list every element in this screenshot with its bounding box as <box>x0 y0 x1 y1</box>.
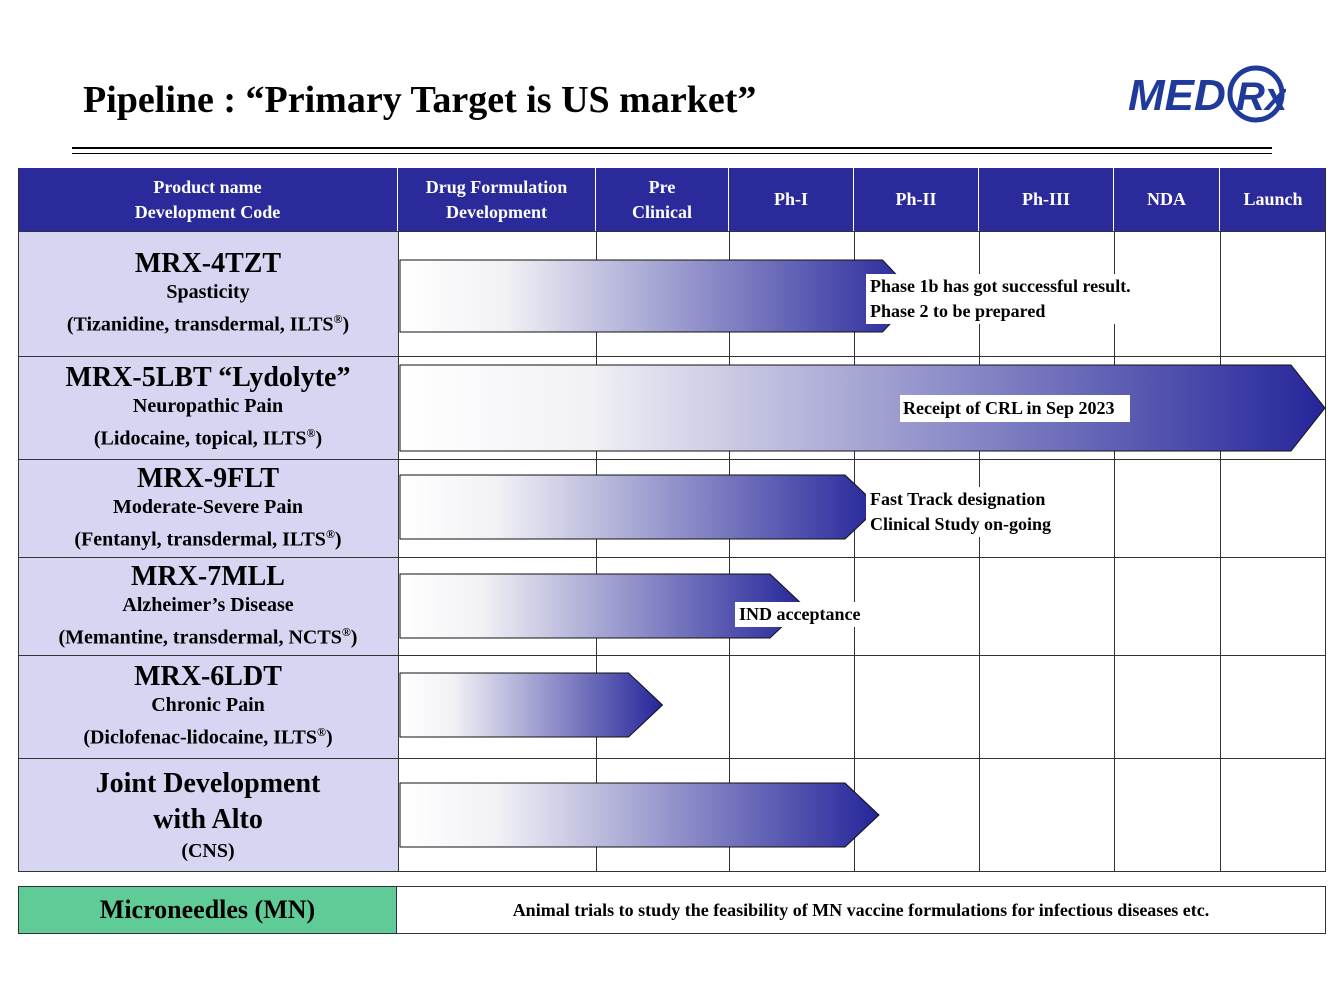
product-row-5: MRX-6LDT Chronic Pain (Diclofenac-lidoca… <box>18 655 399 758</box>
header-pre-line1: Pre <box>648 176 676 197</box>
arrow-joint-alto <box>399 782 880 848</box>
product-drug: (Lidocaine, topical, ILTS®) <box>93 426 323 450</box>
microneedles-label: Microneedles (MN) <box>19 887 397 933</box>
header-pre-clinical: Pre Clinical <box>596 168 729 231</box>
product-indication: Spasticity <box>166 281 250 304</box>
grid-line <box>854 231 855 872</box>
product-indication: Neuropathic Pain <box>132 395 284 418</box>
header-drug-line1: Drug Formulation <box>425 176 568 197</box>
grid-line <box>596 231 597 872</box>
header-ph1: Ph-I <box>729 168 854 231</box>
microneedles-row: Microneedles (MN) Animal trials to study… <box>18 886 1326 934</box>
product-drug: (Memantine, transdermal, NCTS®) <box>58 624 358 649</box>
product-row-4: MRX-7MLL Alzheimer’s Disease (Memantine,… <box>18 557 399 655</box>
title-rule-thin <box>72 153 1272 154</box>
product-name: MRX-5LBT “Lydolyte” <box>65 362 351 394</box>
arrow-mrx-4tzt <box>399 259 918 333</box>
header-product: Product name Development Code <box>18 168 398 231</box>
header-ph3: Ph-III <box>979 168 1114 231</box>
grid-line <box>398 459 1326 460</box>
product-drug: (Tizanidine, transdermal, ILTS®) <box>66 312 350 336</box>
medrx-logo: MED Rx <box>1128 65 1286 123</box>
grid-line <box>398 758 1326 759</box>
pipeline-table: Product name Development Code Drug Formul… <box>18 168 1326 872</box>
grid-line <box>979 231 980 872</box>
header-product-line2: Development Code <box>134 201 281 222</box>
header-nda: NDA <box>1114 168 1220 231</box>
arrow-mrx-5lbt <box>399 364 1326 452</box>
arrow-mrx-6ldt <box>399 672 664 738</box>
product-row-2: MRX-5LBT “Lydolyte” Neuropathic Pain (Li… <box>18 356 399 459</box>
header-drug-line2: Development <box>446 201 547 222</box>
product-indication: Chronic Pain <box>151 694 265 717</box>
product-row-1: MRX-4TZT Spasticity (Tizanidine, transde… <box>18 231 399 356</box>
header-pre-line2: Clinical <box>631 201 692 222</box>
progress-arrows <box>399 259 1326 848</box>
grid-line <box>18 168 19 872</box>
product-name: Joint Development <box>95 767 321 799</box>
logo-text: MED <box>1128 71 1226 120</box>
note-row-1: Phase 1b has got successful result. Phase… <box>866 274 1135 324</box>
product-indication: Moderate-Severe Pain <box>112 495 304 518</box>
header-launch: Launch <box>1220 168 1326 231</box>
grid-line <box>1325 168 1326 872</box>
product-drug: (Diclofenac-lidocaine, ILTS®) <box>83 725 333 749</box>
grid-line <box>398 356 1326 357</box>
arrow-mrx-9flt <box>399 474 880 540</box>
product-drug: (Fentanyl, transdermal, ILTS®) <box>74 526 342 551</box>
note-row-3: Fast Track designation Clinical Study on-… <box>866 487 1056 537</box>
grid-line <box>398 231 1326 232</box>
header-ph2: Ph-II <box>854 168 979 231</box>
page-title: Pipeline : “Primary Target is US market” <box>83 79 757 121</box>
grid-line <box>1220 231 1221 872</box>
product-row-6: Joint Development with Alto (CNS) <box>18 758 399 872</box>
grid-line <box>398 655 1326 656</box>
header-product-line1: Product name <box>153 176 262 197</box>
grid-line <box>1114 231 1115 872</box>
header-drug-formulation: Drug Formulation Development <box>398 168 596 231</box>
title-rule <box>72 147 1272 149</box>
product-indication: (CNS) <box>181 839 235 862</box>
product-name: MRX-7MLL <box>131 560 285 592</box>
product-name: MRX-6LDT <box>134 661 282 693</box>
microneedles-text: Animal trials to study the feasibility o… <box>512 899 1210 920</box>
product-name-line2: with Alto <box>153 803 263 835</box>
grid-line <box>398 871 1326 872</box>
logo-rx: Rx <box>1236 75 1286 119</box>
note-row-4: IND acceptance <box>735 602 865 627</box>
product-indication: Alzheimer’s Disease <box>122 593 294 616</box>
product-row-3: MRX-9FLT Moderate-Severe Pain (Fentanyl,… <box>18 459 399 557</box>
grid-line <box>398 557 1326 558</box>
product-name: MRX-9FLT <box>136 462 280 494</box>
note-row-2: Receipt of CRL in Sep 2023 <box>900 395 1130 422</box>
product-name: MRX-4TZT <box>134 248 282 280</box>
grid-line <box>729 231 730 872</box>
